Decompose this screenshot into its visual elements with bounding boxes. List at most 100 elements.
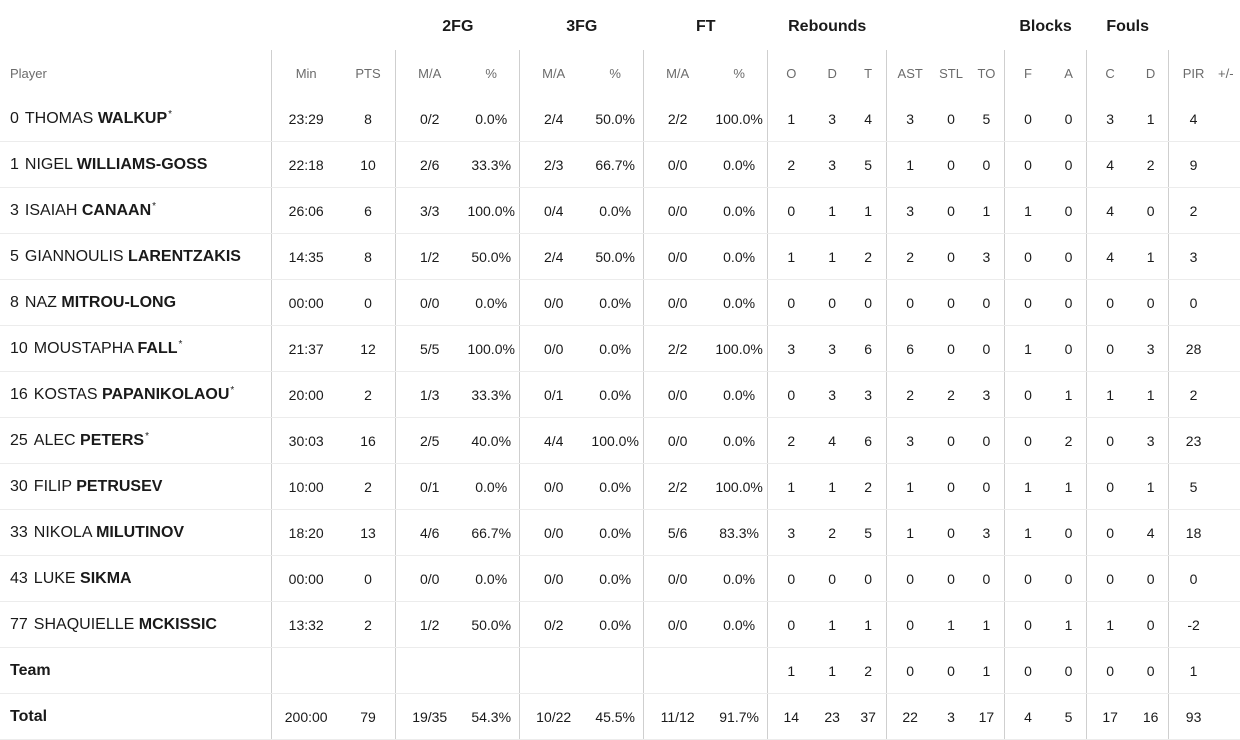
stat-2fg-ma: 0/2 bbox=[395, 96, 464, 142]
col-3fg-pct[interactable]: % bbox=[609, 65, 621, 81]
col-2fg-ma[interactable]: M/A bbox=[395, 50, 464, 96]
stat-3fg-ma: 0/0 bbox=[519, 555, 588, 602]
stat-foul-c: 4 bbox=[1086, 141, 1134, 188]
player-cell[interactable]: 0 THOMAS WALKUP* bbox=[0, 96, 272, 142]
stat-3fg-ma: 4/4 bbox=[519, 417, 588, 464]
col-ft-ma[interactable]: M/A bbox=[643, 50, 711, 96]
player-first-name: KOSTAS bbox=[33, 385, 98, 403]
stat-reb-t: 0 bbox=[850, 555, 887, 602]
player-cell[interactable]: 5 GIANNOULIS LARENTZAKIS bbox=[0, 233, 272, 280]
col-reb-d[interactable]: D bbox=[827, 65, 837, 81]
player-cell[interactable]: 10 MOUSTAPHA FALL* bbox=[0, 325, 272, 372]
stat-reb-t: 4 bbox=[850, 96, 887, 142]
stat-2fg-pct: 33.3% bbox=[463, 141, 520, 188]
player-number: 30 bbox=[10, 477, 28, 495]
player-row[interactable]: 43 LUKE SIKMA 00:00 0 0/0 0.0% 0/0 0.0% 0/0 0.0% 0… bbox=[0, 555, 1240, 602]
player-last-name[interactable]: MILUTINOV bbox=[96, 523, 185, 541]
player-last-name[interactable]: WALKUP bbox=[97, 109, 168, 127]
player-last-name[interactable]: SIKMA bbox=[80, 569, 132, 587]
player-last-name[interactable]: LARENTZAKIS bbox=[128, 247, 241, 265]
col-min[interactable]: Min bbox=[270, 50, 341, 96]
stat-3fg-ma: 2/4 bbox=[519, 96, 588, 142]
player-last-name[interactable]: PETRUSEV bbox=[76, 477, 163, 495]
col-plus-minus[interactable]: +/- bbox=[1217, 65, 1234, 81]
player-row[interactable]: 77 SHAQUIELLE MCKISSIC 13:32 2 1/2 50.0% 0/2 0.… bbox=[0, 601, 1240, 648]
stat-2fg-pct: 54.3% bbox=[463, 693, 520, 740]
col-foul-c[interactable]: C bbox=[1086, 50, 1134, 96]
col-ast[interactable]: AST bbox=[886, 50, 934, 96]
col-reb-t[interactable]: T bbox=[864, 65, 873, 81]
stat-ft-pct: 0.0% bbox=[710, 233, 768, 280]
player-row[interactable]: 5 GIANNOULIS LARENTZAKIS 14:35 8 1/2 50.0% 2/4… bbox=[0, 233, 1240, 280]
col-to[interactable]: TO bbox=[977, 65, 996, 81]
player-row[interactable]: 33 NIKOLA MILUTINOV 18:20 13 4/6 66.7% 0/0 0.0%… bbox=[0, 509, 1240, 556]
player-last-name[interactable]: WILLIAMS-GOSS bbox=[76, 155, 208, 173]
player-last-name[interactable]: FALL bbox=[137, 339, 178, 357]
player-number: 10 bbox=[10, 339, 28, 357]
player-cell[interactable]: 77 SHAQUIELLE MCKISSIC bbox=[0, 601, 272, 648]
player-row[interactable]: 1 NIGEL WILLIAMS-GOSS 22:18 10 2/6 33.3% 2/3 66… bbox=[0, 141, 1240, 188]
player-row[interactable]: 0 THOMAS WALKUP* 23:29 8 0/2 0.0% 2/4 50.0% 2/2 1… bbox=[0, 96, 1240, 142]
player-row[interactable]: 10 MOUSTAPHA FALL* 21:37 12 5/5 100.0% 0/0 0.0%… bbox=[0, 325, 1240, 372]
stat-ft-pct: 0.0% bbox=[710, 417, 768, 464]
player-cell[interactable]: 1 NIGEL WILLIAMS-GOSS bbox=[0, 141, 272, 188]
player-last-name[interactable]: PETERS bbox=[80, 431, 145, 449]
stat-blk-a: 0 bbox=[1050, 96, 1087, 142]
stat-to: 0 bbox=[968, 417, 1005, 464]
stat-2fg-ma: 4/6 bbox=[395, 509, 464, 556]
stat-ft-ma: 0/0 bbox=[643, 417, 711, 464]
stat-ft-pct: 0.0% bbox=[710, 555, 768, 602]
stat-plus-minus bbox=[1217, 371, 1240, 418]
player-last-name[interactable]: MITROU-LONG bbox=[61, 293, 177, 311]
stat-pir: 5 bbox=[1168, 463, 1218, 510]
stat-plus-minus bbox=[1217, 325, 1240, 372]
stat-2fg-ma: 3/3 bbox=[395, 187, 464, 234]
stat-reb-t: 5 bbox=[850, 509, 887, 556]
player-cell[interactable]: 3 ISAIAH CANAAN* bbox=[0, 187, 272, 234]
stat-2fg-pct: 50.0% bbox=[463, 233, 520, 280]
stat-stl: 0 bbox=[933, 647, 969, 694]
col-ft-pct[interactable]: % bbox=[733, 65, 745, 81]
stat-blk-f: 0 bbox=[1003, 417, 1051, 464]
player-cell[interactable]: 43 LUKE SIKMA bbox=[0, 555, 272, 602]
stat-2fg-pct: 0.0% bbox=[463, 279, 520, 326]
player-last-name[interactable]: CANAAN bbox=[81, 201, 152, 219]
player-cell[interactable]: 16 KOSTAS PAPANIKOLAOU* bbox=[0, 371, 272, 418]
col-stl[interactable]: STL bbox=[939, 65, 963, 81]
col-pts[interactable]: PTS bbox=[355, 65, 381, 81]
stat-min: 20:00 bbox=[270, 371, 341, 418]
player-cell[interactable]: 33 NIKOLA MILUTINOV bbox=[0, 509, 272, 556]
player-row[interactable]: 25 ALEC PETERS* 30:03 16 2/5 40.0% 4/4 100.0% 0/… bbox=[0, 417, 1240, 464]
player-row[interactable]: 16 KOSTAS PAPANIKOLAOU* 20:00 2 1/3 33.3% 0/1 0… bbox=[0, 371, 1240, 418]
col-3fg-ma[interactable]: M/A bbox=[519, 50, 588, 96]
stat-ast: 0 bbox=[886, 279, 934, 326]
player-row[interactable]: 8 NAZ MITROU-LONG 00:00 0 0/0 0.0% 0/0 0.0% 0/0 0… bbox=[0, 279, 1240, 326]
stat-ft-ma: 2/2 bbox=[643, 463, 711, 510]
col-pir[interactable]: PIR bbox=[1168, 50, 1218, 96]
stat-blk-a: 0 bbox=[1050, 555, 1087, 602]
col-player[interactable]: Player bbox=[10, 65, 47, 81]
stat-min: 30:03 bbox=[270, 417, 341, 464]
stat-plus-minus bbox=[1217, 463, 1240, 510]
stat-ast: 1 bbox=[886, 141, 934, 188]
stat-blk-f: 0 bbox=[1003, 601, 1051, 648]
player-cell[interactable]: 25 ALEC PETERS* bbox=[0, 417, 272, 464]
player-last-name[interactable]: PAPANIKOLAOU bbox=[101, 385, 230, 403]
stat-blk-a: 0 bbox=[1050, 279, 1087, 326]
col-blk-a[interactable]: A bbox=[1064, 65, 1073, 81]
starter-marker: * bbox=[145, 430, 149, 442]
col-foul-d[interactable]: D bbox=[1145, 65, 1156, 81]
player-row[interactable]: 3 ISAIAH CANAAN* 26:06 6 3/3 100.0% 0/4 0.0% 0/0… bbox=[0, 187, 1240, 234]
player-cell[interactable]: 8 NAZ MITROU-LONG bbox=[0, 279, 272, 326]
col-blk-f[interactable]: F bbox=[1003, 50, 1051, 96]
player-last-name[interactable]: MCKISSIC bbox=[138, 615, 217, 633]
player-cell[interactable]: 30 FILIP PETRUSEV bbox=[0, 463, 272, 510]
col-2fg-pct[interactable]: % bbox=[485, 65, 497, 81]
stat-foul-d: 4 bbox=[1133, 509, 1169, 556]
player-number: 43 bbox=[10, 569, 28, 587]
player-rows: 0 THOMAS WALKUP* 23:29 8 0/2 0.0% 2/4 50.0% 2/2 1… bbox=[0, 96, 1240, 740]
col-reb-o[interactable]: O bbox=[767, 50, 815, 96]
player-row[interactable]: 30 FILIP PETRUSEV 10:00 2 0/1 0.0% 0/0 0.0% 2/2 1… bbox=[0, 463, 1240, 510]
stat-ft-ma: 2/2 bbox=[643, 96, 711, 142]
stat-reb-d: 2 bbox=[814, 509, 850, 556]
